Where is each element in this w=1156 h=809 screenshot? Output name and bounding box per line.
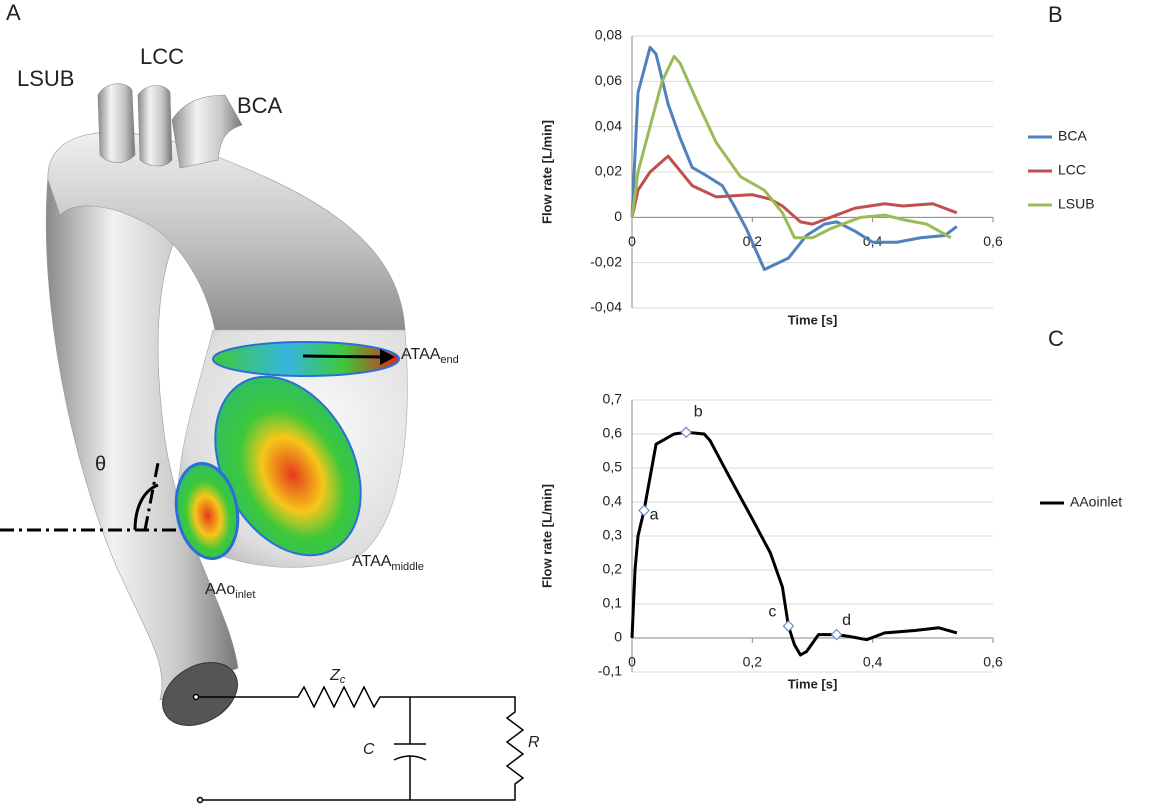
point-marker <box>680 426 692 439</box>
series-line <box>630 154 958 226</box>
branch-lsub <box>97 83 136 163</box>
branch-label: LSUB <box>17 66 74 91</box>
section-sub: inlet <box>235 589 255 601</box>
x-tick-label: 0,2 <box>743 654 763 670</box>
section-name: ATAA <box>352 553 392 570</box>
y-tick-label: -0,04 <box>590 299 622 315</box>
inlet-cap <box>162 662 238 726</box>
axis-dashed <box>0 462 180 532</box>
x-tick-label: 0,4 <box>863 654 883 670</box>
y-axis-title: Flow rate [L/min] <box>539 120 554 224</box>
branch-label: BCA <box>237 93 283 118</box>
panel-label: A <box>6 0 21 25</box>
angle-label: θ <box>95 453 106 475</box>
circuit-label: R <box>528 734 540 751</box>
x-tick-label: 0,6 <box>983 654 1003 670</box>
flow-arrow-head <box>380 349 395 365</box>
y-tick-label: -0,02 <box>590 253 622 269</box>
point-label: b <box>694 404 703 421</box>
x-axis-title: Time [s] <box>788 312 838 327</box>
legend-label: BCA <box>1058 128 1087 144</box>
y-tick-label: 0,1 <box>603 595 623 611</box>
legend-label: LSUB <box>1058 196 1095 212</box>
circuit <box>192 685 525 804</box>
y-tick-label: 0,02 <box>595 163 622 179</box>
section-label: ATAAmiddle <box>352 553 424 573</box>
point-label: c <box>768 603 776 620</box>
section-name: ATAA <box>401 346 441 363</box>
section-sub: middle <box>391 561 423 573</box>
y-tick-label: 0,7 <box>603 391 623 407</box>
y-tick-label: 0,3 <box>603 527 623 543</box>
circuit-sub: c <box>340 674 346 686</box>
panel-label: C <box>1048 326 1064 351</box>
x-tick-label: 0,6 <box>983 233 1003 249</box>
series-line <box>630 54 952 240</box>
flow-arrow <box>302 354 386 359</box>
aorta-illustration <box>0 83 525 804</box>
y-tick-label: 0,6 <box>603 425 623 441</box>
point-marker <box>782 620 795 632</box>
y-tick-label: 0,06 <box>595 72 622 88</box>
x-tick-label: 0 <box>628 654 636 670</box>
section-end <box>212 341 400 377</box>
point-label: a <box>650 507 659 524</box>
y-tick-label: 0,04 <box>595 117 622 133</box>
y-tick-label: 0,4 <box>603 493 623 509</box>
branch-label: LCC <box>140 44 184 69</box>
y-tick-label: 0 <box>614 208 622 224</box>
series-line <box>630 45 958 271</box>
point-marker <box>830 628 843 641</box>
section-name: AAo <box>205 581 235 598</box>
theta-arc <box>133 483 159 531</box>
panel-label: B <box>1048 2 1063 27</box>
y-tick-label: -0,1 <box>598 663 622 679</box>
series-line <box>630 430 958 657</box>
branch-lcc <box>137 85 173 167</box>
section-label: ATAAend <box>401 346 459 366</box>
section-inlet <box>174 461 240 561</box>
y-axis-title: Flow rate [L/min] <box>539 484 554 588</box>
y-tick-label: 0,5 <box>603 459 623 475</box>
legend-label: LCC <box>1058 162 1086 178</box>
x-tick-label: 0 <box>628 233 636 249</box>
point-label: d <box>842 612 851 629</box>
legend-label: AAoinlet <box>1070 494 1122 510</box>
point-marker <box>638 504 650 517</box>
y-tick-label: 0 <box>614 629 622 645</box>
x-axis-title: Time [s] <box>788 676 838 691</box>
branch-bca <box>171 94 243 169</box>
circuit-label: Zc <box>329 667 346 686</box>
section-sub: end <box>440 354 458 366</box>
y-tick-label: 0,2 <box>603 561 623 577</box>
section-label: AAoinlet <box>205 581 255 601</box>
y-tick-label: 0,08 <box>595 27 622 43</box>
circuit-name: Z <box>329 667 341 684</box>
circuit-label: C <box>363 741 375 758</box>
